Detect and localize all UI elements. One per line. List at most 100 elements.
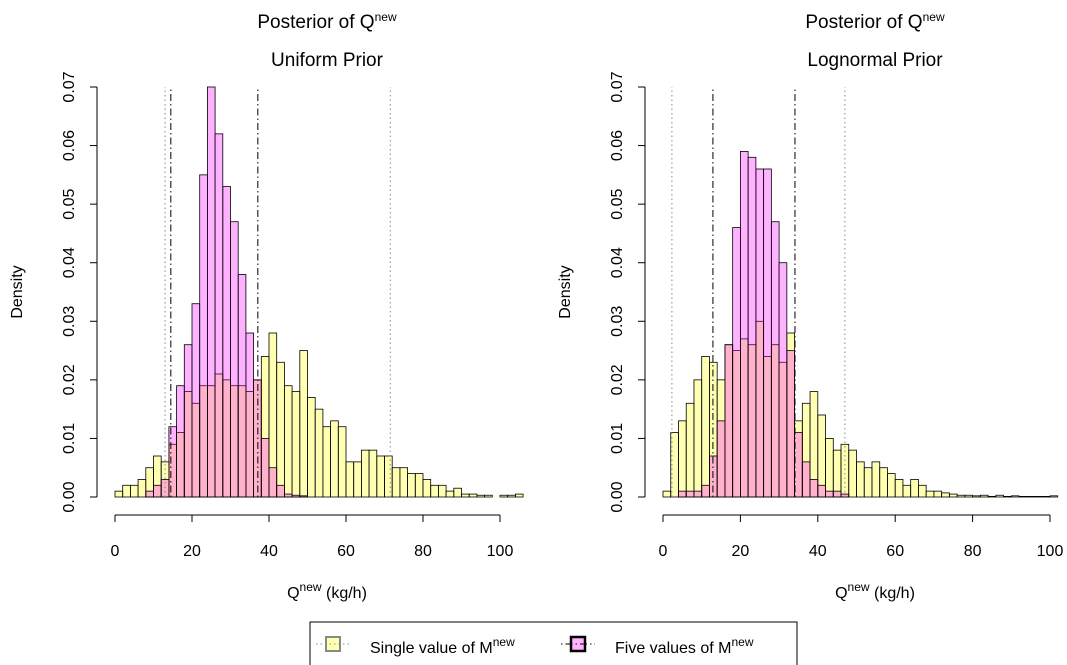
histogram-bar	[832, 490, 842, 498]
legend-label: Single value of Mnew	[370, 635, 515, 657]
histogram-bar	[863, 467, 873, 498]
x-tick-label: 60	[337, 543, 355, 560]
histogram-bar	[176, 385, 185, 498]
histogram-bar	[114, 490, 124, 498]
histogram-bar	[1034, 496, 1043, 498]
histogram-bar	[399, 467, 408, 498]
superscript: new	[493, 635, 515, 649]
y-tick-label: 0.05	[609, 188, 626, 219]
histogram-bar	[732, 227, 741, 498]
y-tick-label: 0.03	[61, 306, 78, 337]
chart-subtitle: Lognormal Prior	[807, 50, 943, 71]
superscript: new	[375, 10, 397, 24]
text-part: Q	[835, 585, 847, 602]
histogram-bar	[461, 493, 470, 498]
histogram-bar	[291, 391, 301, 498]
histogram-bar	[724, 344, 734, 498]
histogram-bar	[1010, 495, 1020, 498]
histogram-bar	[507, 494, 516, 498]
histogram-bar	[391, 467, 401, 498]
histogram-bar	[887, 473, 896, 498]
histogram-bar	[1026, 496, 1035, 498]
histogram-bar	[353, 461, 362, 498]
histogram-bar	[840, 443, 850, 498]
superscript: new	[923, 10, 945, 24]
histogram-bar	[291, 494, 301, 498]
histogram-bar	[685, 490, 695, 498]
histogram-bar	[910, 479, 919, 498]
y-tick-label: 0.02	[61, 364, 78, 395]
histogram-bar	[476, 494, 485, 498]
histogram-bar	[445, 490, 455, 498]
y-tick-label: 0.04	[609, 247, 626, 278]
histogram-bar	[1041, 496, 1051, 498]
histogram-bar	[948, 493, 958, 498]
histogram-bar	[871, 461, 881, 498]
histogram-bar	[360, 449, 370, 498]
histogram-bar	[199, 174, 208, 498]
histogram-bar	[1003, 496, 1012, 498]
histogram-bar	[685, 402, 695, 498]
histogram-bar	[918, 484, 927, 498]
histogram-bar	[245, 332, 254, 498]
histogram-bar	[662, 490, 672, 498]
y-axis-label: Density	[557, 265, 574, 318]
histogram-bar	[276, 361, 285, 498]
y-tick-label: 0.01	[61, 423, 78, 454]
legend-box	[309, 621, 798, 665]
y-axis-label: Density	[9, 265, 26, 318]
y-tick-label: 0.04	[61, 247, 78, 278]
histogram-bar	[453, 487, 462, 498]
chart-title: Posterior of Qnew	[257, 10, 397, 33]
x-tick-label: 0	[659, 543, 668, 560]
histogram-bar	[1018, 496, 1028, 498]
histogram-bar	[848, 449, 857, 498]
text-part: (kg/h)	[870, 585, 915, 602]
histogram-bar	[206, 86, 216, 498]
histogram-bar	[678, 420, 687, 498]
histogram-bar	[925, 490, 935, 498]
y-tick-label: 0.03	[609, 306, 626, 337]
legend-swatch	[325, 636, 341, 652]
histogram-bar	[956, 494, 966, 498]
y-tick-label: 0.05	[61, 188, 78, 219]
histogram-bar	[817, 414, 826, 498]
histogram-bar	[307, 397, 316, 498]
histogram-bar	[894, 479, 904, 498]
histogram-bar	[376, 455, 385, 498]
histogram-bar	[437, 484, 447, 498]
y-tick-label: 0.02	[609, 364, 626, 395]
y-tick-label: 0.00	[61, 481, 78, 512]
text-part: (kg/h)	[322, 585, 367, 602]
histogram-bar	[468, 493, 478, 498]
histogram-bar	[191, 303, 201, 498]
histogram-bar	[214, 133, 224, 498]
histogram-bar	[515, 493, 524, 498]
histogram-bar	[809, 479, 819, 498]
histogram-bar	[222, 186, 231, 498]
histogram-bar	[129, 484, 139, 498]
histogram-bar	[801, 461, 811, 498]
histogram-bar	[987, 496, 997, 498]
x-tick-label: 0	[111, 543, 120, 560]
text-part: Single value of M	[370, 640, 493, 657]
histogram-bar	[678, 490, 687, 498]
x-tick-label: 40	[260, 543, 278, 560]
y-tick-label: 0.07	[609, 71, 626, 102]
histogram-bar	[230, 221, 239, 498]
histogram-bar	[499, 494, 509, 498]
histogram-bar	[153, 484, 162, 498]
histogram-bar	[137, 479, 147, 498]
histogram-bar	[941, 492, 950, 498]
histogram-bar	[430, 484, 439, 498]
histogram-bar	[693, 379, 703, 498]
chart-subtitle: Uniform Prior	[271, 50, 384, 71]
x-axis-label: Qnew (kg/h)	[835, 580, 915, 602]
x-tick-label: 100	[1037, 543, 1064, 560]
y-tick-label: 0.07	[61, 71, 78, 102]
histogram-bar	[902, 484, 912, 498]
y-tick-label: 0.01	[609, 423, 626, 454]
histogram-bar	[740, 151, 749, 498]
text-part: Q	[287, 585, 299, 602]
histogram-bar	[330, 420, 339, 498]
